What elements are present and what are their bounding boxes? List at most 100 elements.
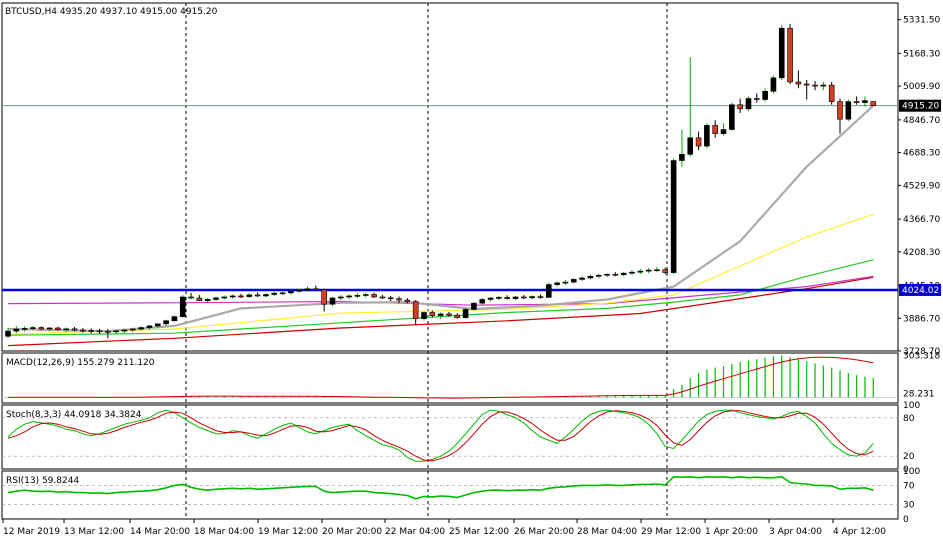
candle-body bbox=[371, 294, 377, 298]
candle-body bbox=[679, 154, 685, 161]
candle-body bbox=[770, 77, 777, 92]
macd-label: MACD(12,26,9) 155.279 211.120 bbox=[6, 358, 155, 368]
candle-body bbox=[504, 297, 511, 299]
time-tick-label: 26 Mar 20:00 bbox=[514, 527, 574, 537]
price-tick-label: 5331.50 bbox=[903, 16, 940, 26]
candle-body bbox=[421, 312, 427, 319]
candle-body bbox=[329, 297, 336, 305]
candle-body bbox=[537, 296, 544, 298]
price-tick-label: 4846.70 bbox=[903, 116, 940, 126]
candle-body bbox=[462, 309, 469, 318]
candle-body bbox=[354, 295, 361, 297]
current-price-tag: 4915.20 bbox=[902, 102, 939, 112]
candle-body bbox=[620, 272, 627, 275]
candle-body bbox=[263, 294, 269, 297]
time-tick-label: 25 Mar 12:00 bbox=[449, 527, 509, 537]
candle-body bbox=[820, 84, 827, 87]
panel-border-main bbox=[1, 2, 899, 352]
candle-body bbox=[96, 330, 103, 333]
candle-body bbox=[662, 269, 669, 273]
candle-body bbox=[362, 294, 369, 296]
candle-body bbox=[654, 269, 660, 271]
stoch-tick-label: 0 bbox=[903, 465, 909, 475]
time-tick-label: 20 Mar 20:00 bbox=[322, 527, 382, 537]
stoch-label: Stoch(8,3,3) 44.0918 34.3824 bbox=[6, 410, 142, 420]
gridlines bbox=[185, 3, 668, 519]
symbol-info-label: BTCUSD,H4 4935.20 4937.10 4915.00 4915.2… bbox=[5, 7, 218, 17]
candle-body bbox=[471, 302, 477, 310]
candle-body bbox=[113, 330, 119, 333]
rsi-panel bbox=[2, 475, 898, 505]
ma-purple-line bbox=[7, 275, 874, 306]
support-price-tag: 4024.02 bbox=[902, 286, 939, 296]
candle-body bbox=[387, 297, 394, 300]
candle-body bbox=[720, 129, 727, 134]
candle-body bbox=[595, 274, 602, 277]
candle-body bbox=[629, 271, 635, 274]
candle-body bbox=[737, 104, 743, 110]
candle-body bbox=[179, 296, 186, 317]
stoch-main-line bbox=[7, 409, 874, 462]
candle-body bbox=[712, 125, 719, 134]
candle-body bbox=[704, 125, 710, 147]
candle-body bbox=[429, 312, 436, 316]
ma-yellow-line bbox=[7, 213, 874, 335]
candle-body bbox=[562, 281, 569, 284]
rsi-tick-label: 30 bbox=[903, 501, 915, 511]
candle-body bbox=[579, 277, 585, 280]
candle-body bbox=[487, 297, 494, 300]
candle-body bbox=[687, 137, 694, 155]
time-tick-label: 18 Mar 04:00 bbox=[194, 527, 254, 537]
candle-body bbox=[828, 84, 835, 102]
time-tick-label: 28 Mar 04:00 bbox=[577, 527, 637, 537]
candle-body bbox=[163, 320, 169, 325]
candle-body bbox=[837, 101, 843, 120]
candle-body bbox=[762, 90, 768, 100]
candle-body bbox=[512, 296, 519, 299]
time-axis: 12 Mar 2019 13 Mar 12:00 14 Mar 20:00 18 Ma… bbox=[2, 519, 886, 537]
candle-body bbox=[604, 273, 610, 276]
candle-body bbox=[254, 294, 261, 297]
time-tick-label: 22 Mar 04:00 bbox=[385, 527, 445, 537]
panel-border-rsi bbox=[1, 470, 899, 520]
candle-body bbox=[521, 296, 527, 299]
candle-body bbox=[862, 100, 868, 103]
panel-border-macd bbox=[1, 352, 899, 404]
candle-body bbox=[695, 137, 702, 147]
candle-body bbox=[5, 330, 11, 337]
candle-body bbox=[870, 101, 877, 107]
candle-body bbox=[529, 296, 535, 299]
candle-body bbox=[479, 299, 486, 304]
candle-body bbox=[454, 314, 461, 318]
candle-body bbox=[279, 292, 286, 295]
candle-body bbox=[130, 328, 136, 331]
candle-body bbox=[30, 327, 36, 329]
price-tick-label: 3886.70 bbox=[903, 314, 940, 324]
candle-body bbox=[729, 104, 735, 130]
time-tick-label: 3 Apr 04:00 bbox=[769, 527, 822, 537]
rsi-tick-label: 70 bbox=[903, 481, 915, 491]
candle-body bbox=[246, 294, 253, 297]
candle-body bbox=[446, 313, 452, 316]
rsi-tick-label: 100 bbox=[903, 467, 920, 477]
price-tick-label: 4688.30 bbox=[903, 149, 940, 159]
price-tick-label: 4366.70 bbox=[903, 215, 940, 225]
price-tick-label: 5009.90 bbox=[903, 82, 940, 92]
candle-body bbox=[304, 288, 311, 291]
candle-body bbox=[88, 330, 94, 332]
candle-body bbox=[221, 296, 228, 299]
candle-body bbox=[46, 327, 53, 330]
price-tick-label: 5168.30 bbox=[903, 49, 940, 59]
candle-body bbox=[612, 273, 619, 276]
panel-frames bbox=[1, 2, 899, 520]
price-tick-label: 4208.30 bbox=[903, 248, 940, 258]
candle-body bbox=[346, 295, 352, 298]
macd-tick-label: 303.318 bbox=[903, 351, 940, 361]
candle-body bbox=[570, 279, 577, 283]
macd-panel bbox=[2, 355, 898, 399]
rsi-label: RSI(13) 59.8244 bbox=[6, 476, 79, 486]
stochastic-panel bbox=[2, 409, 898, 462]
candle-body bbox=[753, 98, 760, 100]
